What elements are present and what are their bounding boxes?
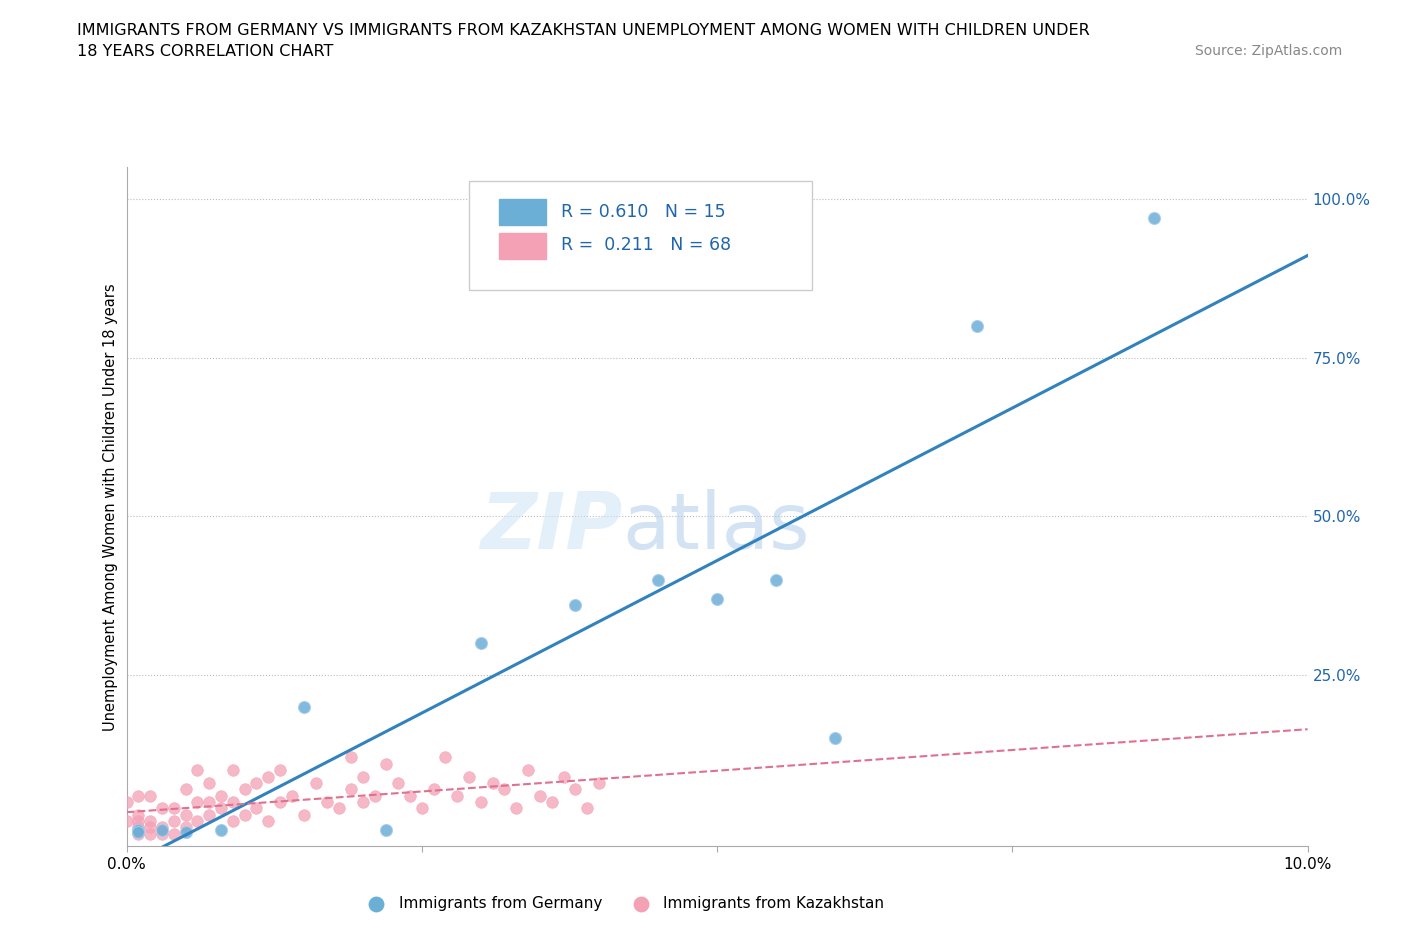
Point xyxy=(257,814,280,829)
Point xyxy=(222,794,245,809)
Point xyxy=(458,769,481,784)
Point xyxy=(470,794,492,809)
Point xyxy=(209,788,232,803)
FancyBboxPatch shape xyxy=(470,181,811,289)
Point xyxy=(127,820,149,835)
Point xyxy=(150,823,173,838)
Point xyxy=(209,801,232,816)
Point xyxy=(352,769,374,784)
Text: R =  0.211   N = 68: R = 0.211 N = 68 xyxy=(561,236,731,255)
Point xyxy=(245,801,267,816)
Point xyxy=(328,801,350,816)
Point xyxy=(174,782,197,797)
Point xyxy=(434,750,457,764)
Point xyxy=(647,572,669,587)
Point xyxy=(375,756,398,771)
Point xyxy=(150,801,173,816)
Point xyxy=(186,763,208,777)
Point xyxy=(222,814,245,829)
Point xyxy=(174,824,197,839)
Point xyxy=(233,807,256,822)
FancyBboxPatch shape xyxy=(499,199,546,225)
Point xyxy=(198,776,221,790)
Point xyxy=(340,782,363,797)
Point xyxy=(387,776,409,790)
Text: 18 YEARS CORRELATION CHART: 18 YEARS CORRELATION CHART xyxy=(77,44,333,59)
Point xyxy=(494,782,516,797)
Point xyxy=(588,776,610,790)
Point xyxy=(127,807,149,822)
Point xyxy=(375,823,398,838)
Point xyxy=(150,826,173,841)
Point xyxy=(706,591,728,606)
Point xyxy=(529,788,551,803)
Point xyxy=(186,814,208,829)
Point xyxy=(127,825,149,840)
Point xyxy=(139,820,162,835)
Point xyxy=(340,750,363,764)
Point xyxy=(422,782,444,797)
Point xyxy=(186,794,208,809)
Text: R = 0.610   N = 15: R = 0.610 N = 15 xyxy=(561,203,725,220)
Point xyxy=(269,794,291,809)
Point xyxy=(115,794,138,809)
Point xyxy=(127,788,149,803)
Text: ZIP: ZIP xyxy=(481,489,623,565)
Point xyxy=(765,572,787,587)
Point xyxy=(505,801,527,816)
FancyBboxPatch shape xyxy=(499,233,546,259)
Point xyxy=(292,699,315,714)
Point xyxy=(233,782,256,797)
Legend: Immigrants from Germany, Immigrants from Kazakhstan: Immigrants from Germany, Immigrants from… xyxy=(354,889,890,917)
Point xyxy=(446,788,468,803)
Point xyxy=(553,769,575,784)
Point xyxy=(198,794,221,809)
Point xyxy=(470,636,492,651)
Point xyxy=(824,731,846,746)
Point xyxy=(399,788,422,803)
Point xyxy=(411,801,433,816)
Point xyxy=(163,814,186,829)
Point xyxy=(174,820,197,835)
Point xyxy=(292,807,315,822)
Point xyxy=(139,814,162,829)
Text: atlas: atlas xyxy=(623,489,810,565)
Point xyxy=(139,788,162,803)
Point xyxy=(127,826,149,841)
Point xyxy=(222,763,245,777)
Point xyxy=(257,769,280,784)
Point xyxy=(316,794,339,809)
Point xyxy=(150,820,173,835)
Point xyxy=(481,776,503,790)
Point xyxy=(127,814,149,829)
Point xyxy=(269,763,291,777)
Point xyxy=(363,788,385,803)
Point xyxy=(564,782,586,797)
Point xyxy=(281,788,304,803)
Point xyxy=(174,807,197,822)
Point xyxy=(966,319,988,334)
Point xyxy=(540,794,562,809)
Point xyxy=(304,776,326,790)
Y-axis label: Unemployment Among Women with Children Under 18 years: Unemployment Among Women with Children U… xyxy=(103,283,118,731)
Point xyxy=(517,763,540,777)
Text: Source: ZipAtlas.com: Source: ZipAtlas.com xyxy=(1195,44,1343,58)
Point xyxy=(163,801,186,816)
Point xyxy=(209,823,232,838)
Point xyxy=(163,826,186,841)
Text: IMMIGRANTS FROM GERMANY VS IMMIGRANTS FROM KAZAKHSTAN UNEMPLOYMENT AMONG WOMEN W: IMMIGRANTS FROM GERMANY VS IMMIGRANTS FR… xyxy=(77,23,1090,38)
Point xyxy=(1143,211,1166,226)
Point xyxy=(576,801,599,816)
Point xyxy=(139,826,162,841)
Point xyxy=(352,794,374,809)
Point xyxy=(564,598,586,613)
Point xyxy=(127,823,149,838)
Point xyxy=(245,776,267,790)
Point xyxy=(198,807,221,822)
Point xyxy=(115,814,138,829)
